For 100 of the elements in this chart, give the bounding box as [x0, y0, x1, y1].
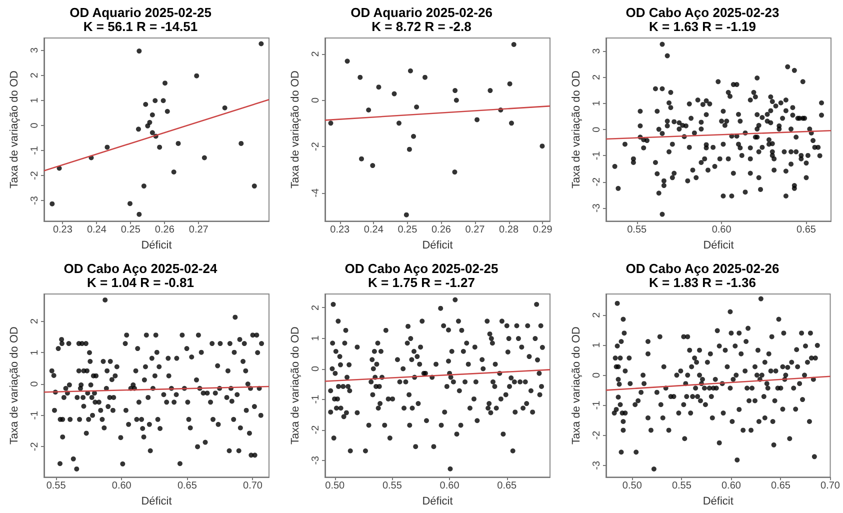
point: [252, 184, 257, 189]
x-tick-label: 0.25: [398, 224, 418, 236]
x-tick-label: 0.65: [177, 480, 198, 492]
y-tick-label: 2: [30, 318, 40, 324]
y-tick-label: -3: [30, 196, 40, 206]
point: [540, 144, 545, 149]
point: [406, 146, 412, 152]
chart-title: OD Aquario 2025-02-26: [350, 5, 492, 20]
y-axis-title: Taxa de variação do OD: [290, 70, 302, 189]
point: [141, 184, 146, 189]
chart-title: OD Aquario 2025-02-25: [70, 5, 212, 20]
y-tick-label: 3: [592, 48, 602, 54]
y-tick-label: 1: [310, 335, 322, 342]
point: [164, 108, 170, 114]
y-axis-title: Taxa de variação do OD: [8, 70, 20, 189]
x-tick-label: 0.27: [465, 224, 486, 236]
y-tick-label: -3: [592, 203, 602, 212]
point: [176, 140, 181, 146]
point: [404, 212, 409, 218]
point: [396, 120, 402, 126]
y-tick-label: -1: [30, 146, 40, 155]
y-tick-label: -2: [30, 170, 40, 180]
y-axis-title: Taxa de variação do OD: [570, 326, 582, 445]
y-tick-label: -2: [592, 430, 602, 440]
x-tick-label: 0.50: [325, 480, 346, 492]
x-tick-label: 0.65: [771, 480, 791, 492]
y-tick-label: -1: [592, 150, 602, 160]
point: [147, 120, 152, 125]
y-tick-label: -3: [310, 455, 322, 465]
point: [366, 107, 372, 112]
point: [392, 91, 397, 96]
x-tick-label: 0.60: [112, 480, 132, 492]
point: [160, 98, 166, 104]
point: [328, 120, 334, 126]
point: [150, 112, 155, 118]
chart-title: OD Cabo Aço 2025-02-24: [64, 261, 218, 276]
point: [488, 88, 493, 94]
chart-subtitle: K = 56.1 R = -14.51: [83, 19, 198, 34]
chart-title: OD Cabo Aço 2025-02-23: [626, 5, 780, 20]
y-tick-label: -3: [592, 460, 602, 470]
y-tick-label: 2: [592, 74, 602, 80]
point: [162, 80, 168, 86]
x-tick-label: 0.28: [499, 224, 519, 236]
point: [157, 144, 162, 150]
x-tick-label: 0.55: [627, 224, 648, 236]
point: [358, 74, 363, 80]
y-tick-label: -2: [310, 142, 322, 152]
y-tick-label: -2: [310, 424, 322, 434]
point: [202, 155, 207, 160]
y-tick-label: 0: [592, 372, 602, 378]
x-tick-label: 0.26: [154, 224, 175, 236]
point: [222, 105, 228, 110]
point: [136, 126, 141, 132]
y-tick-label: -2: [592, 176, 602, 186]
y-tick-label: -1: [30, 410, 40, 420]
point: [136, 48, 142, 54]
y-tick-label: 0: [310, 97, 322, 104]
y-tick-label: 0: [592, 126, 602, 132]
chart-subtitle: K = 8.72 R = -2.8: [372, 19, 472, 34]
x-tick-label: 0.55: [672, 480, 692, 492]
x-tick-label: 0.50: [622, 480, 642, 492]
y-tick-label: 1: [30, 349, 40, 356]
x-tick-label: 0.55: [46, 480, 66, 492]
y-tick-label: 3: [30, 47, 40, 54]
x-tick-label: 0.23: [330, 224, 350, 236]
point: [238, 140, 244, 146]
point: [150, 130, 155, 136]
point: [414, 104, 420, 110]
point: [143, 102, 148, 107]
chart-subtitle: K = 1.75 R = -1.27: [368, 275, 475, 290]
y-tick-label: 1: [592, 100, 602, 106]
x-tick-label: 0.23: [52, 224, 73, 236]
point: [376, 84, 382, 90]
x-tick-label: 0.70: [820, 480, 840, 492]
y-tick-label: 0: [310, 366, 322, 372]
point: [358, 156, 364, 162]
y-tick-label: 2: [310, 304, 322, 311]
x-tick-label: 0.25: [120, 224, 141, 236]
x-tick-label: 0.24: [364, 224, 384, 236]
x-axis-title: Déficit: [141, 240, 172, 252]
x-tick-label: 0.60: [721, 480, 742, 492]
point: [171, 170, 176, 175]
x-tick-label: 0.26: [431, 224, 452, 236]
y-tick-label: 2: [30, 72, 40, 78]
point: [344, 58, 350, 64]
x-axis-title: Déficit: [702, 496, 734, 508]
y-axis-title: Taxa de variação do OD: [8, 326, 20, 445]
x-tick-label: 0.24: [86, 224, 107, 236]
x-tick-label: 0.70: [243, 480, 263, 492]
point: [454, 98, 459, 103]
x-axis-title: Déficit: [422, 240, 453, 252]
point: [411, 134, 416, 139]
x-tick-label: 0.27: [188, 224, 209, 236]
point: [258, 41, 264, 46]
point: [194, 73, 200, 78]
point: [104, 144, 110, 150]
point: [452, 170, 458, 175]
x-axis-title: Déficit: [422, 496, 453, 508]
x-tick-label: 0.60: [440, 480, 460, 492]
point: [474, 117, 480, 122]
